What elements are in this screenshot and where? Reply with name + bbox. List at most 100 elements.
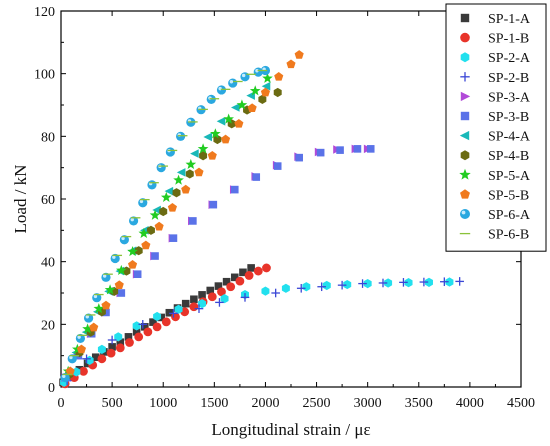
y-axis-label: Load / kN (11, 165, 30, 234)
data-point (231, 103, 240, 112)
data-point (316, 148, 325, 157)
data-point (141, 240, 151, 250)
legend-marker (460, 52, 470, 63)
legend-item: SP-1-A (460, 12, 531, 27)
data-point (261, 81, 271, 91)
legend-label: SP-5-B (488, 188, 529, 203)
data-point (152, 205, 161, 215)
y-tick-label: 20 (41, 318, 55, 333)
series-sp-3-a (61, 144, 373, 382)
y-tick-label: 0 (48, 381, 55, 396)
data-point (172, 188, 181, 198)
data-point (261, 286, 270, 296)
legend-label: SP-5-A (488, 169, 531, 184)
data-point (97, 344, 106, 354)
data-point (455, 277, 464, 286)
data-point (133, 270, 142, 278)
data-point (189, 217, 197, 225)
data-point (203, 132, 212, 142)
data-point (366, 145, 375, 153)
legend-item: SP-6-A (460, 208, 531, 223)
legend-item: SP-2-B (460, 71, 529, 86)
legend-label: SP-4-A (488, 130, 531, 145)
legend-label: SP-2-B (488, 71, 529, 86)
legend-box (445, 3, 547, 252)
legend-item: SP-6-B (459, 228, 529, 243)
legend-label: SP-6-A (488, 208, 531, 223)
legend-label: SP-1-B (488, 32, 529, 47)
data-point (134, 246, 143, 256)
data-point (274, 72, 284, 81)
legend-marker (460, 209, 470, 219)
data-point (75, 333, 86, 344)
data-point (247, 103, 257, 113)
data-point (151, 252, 159, 260)
data-point (273, 162, 282, 170)
legend-marker (459, 130, 470, 141)
legend-marker (460, 91, 471, 102)
data-point (185, 158, 197, 170)
data-point (253, 266, 263, 276)
x-tick-label: 4500 (507, 396, 535, 411)
data-point (65, 366, 75, 376)
data-point (222, 277, 231, 286)
data-point (60, 373, 70, 383)
data-point (220, 294, 229, 304)
data-point (173, 174, 184, 185)
data-point (226, 282, 236, 292)
data-point (116, 338, 125, 346)
data-point (198, 299, 207, 309)
data-point (89, 322, 99, 332)
data-point (223, 113, 234, 124)
data-point (296, 284, 306, 293)
data-point (244, 271, 254, 280)
data-point (128, 216, 139, 226)
data-point (322, 280, 331, 291)
data-point (404, 278, 413, 288)
data-point (197, 143, 209, 154)
y-tick-label: 120 (34, 5, 55, 20)
legend-marker (460, 189, 470, 199)
legend-item: SP-4-A (459, 130, 531, 145)
data-point (213, 134, 222, 145)
data-point (115, 343, 125, 353)
data-point (399, 278, 408, 287)
data-point (271, 288, 280, 298)
data-point (92, 293, 102, 303)
data-point (209, 200, 218, 209)
data-point (215, 298, 224, 307)
data-point (149, 318, 157, 326)
series-sp-2-b (62, 277, 464, 386)
data-point (353, 145, 362, 153)
data-point (174, 304, 183, 314)
data-point (249, 85, 261, 96)
x-tick-label: 4000 (456, 396, 484, 411)
data-point (378, 278, 388, 288)
data-point (262, 72, 273, 83)
data-point (207, 150, 217, 160)
x-tick-label: 500 (102, 396, 123, 411)
data-point (164, 186, 174, 196)
data-point (146, 225, 155, 235)
data-point (125, 338, 134, 347)
data-point (273, 87, 282, 98)
data-point (101, 272, 111, 282)
legend-label: SP-2-A (488, 51, 531, 66)
data-point (114, 332, 123, 342)
data-point (240, 72, 250, 82)
data-point (240, 293, 250, 302)
data-point (302, 282, 311, 292)
data-point (93, 303, 105, 314)
data-point (160, 191, 172, 202)
data-point (294, 50, 304, 59)
data-point (108, 343, 116, 351)
data-point (169, 309, 178, 318)
data-point (214, 282, 223, 290)
data-point (194, 167, 204, 177)
data-point (141, 323, 149, 331)
legend-item: SP-2-A (460, 51, 531, 66)
data-marks (59, 50, 464, 389)
data-point (286, 59, 296, 69)
legend-marker (460, 13, 470, 23)
y-tick-label: 60 (41, 193, 55, 208)
